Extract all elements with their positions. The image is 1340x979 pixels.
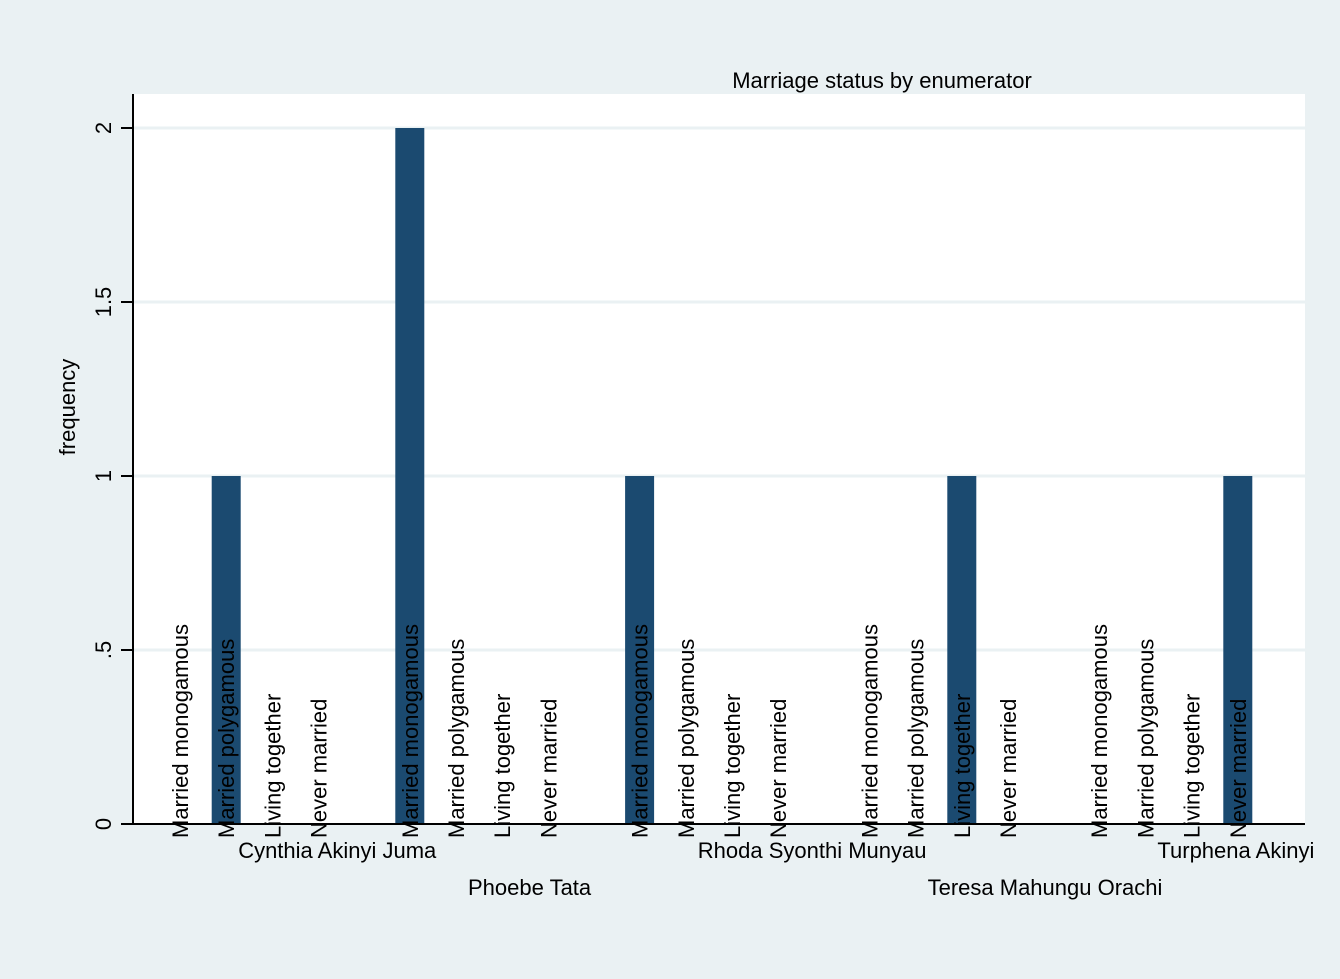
y-tick-label: 0 <box>91 818 116 830</box>
category-label: Married polygamous <box>674 639 699 838</box>
group-label: Phoebe Tata <box>468 875 592 900</box>
y-tick-label: 1 <box>91 470 116 482</box>
y-tick-label: 1.5 <box>91 287 116 318</box>
y-axis: 0 .5 1 1.5 2 <box>91 94 1305 830</box>
category-label: Married monogamous <box>398 624 423 838</box>
category-label: Living together <box>260 694 285 838</box>
group-label: Turphena Akinyi <box>1157 838 1314 863</box>
category-label: Living together <box>1180 694 1205 838</box>
category-label: Married monogamous <box>1087 624 1112 838</box>
category-label: Never married <box>1226 699 1251 838</box>
grid-lines <box>133 126 1305 652</box>
group-label: Rhoda Syonthi Munyau <box>698 838 927 863</box>
category-label: Living together <box>950 694 975 838</box>
category-label: Living together <box>490 694 515 838</box>
category-label: Married polygamous <box>214 639 239 838</box>
y-axis-label: frequency <box>55 359 80 456</box>
category-label: Never married <box>996 699 1021 838</box>
category-label: Never married <box>766 699 791 838</box>
y-tick-label: .5 <box>91 641 116 659</box>
plot-area <box>133 94 1305 825</box>
y-tick-label: 2 <box>91 122 116 134</box>
chart-title: Marriage status by enumerator <box>732 68 1032 93</box>
category-label: Married polygamous <box>1133 639 1158 838</box>
bar <box>625 476 655 824</box>
group-labels: Cynthia Akinyi Juma Phoebe Tata Rhoda Syon… <box>238 838 1314 900</box>
category-label: Married monogamous <box>628 624 653 838</box>
category-label: Married monogamous <box>857 624 882 838</box>
group-label: Teresa Mahungu Orachi <box>928 875 1163 900</box>
category-label: Married polygamous <box>444 639 469 838</box>
bar <box>1223 476 1253 824</box>
bars <box>211 128 1253 824</box>
bar <box>947 476 977 824</box>
bar <box>395 128 425 824</box>
category-label: Living together <box>720 694 745 838</box>
category-label: Never married <box>536 699 561 838</box>
category-label: Married monogamous <box>168 624 193 838</box>
category-label: Never married <box>307 699 332 838</box>
bar <box>211 476 241 824</box>
category-label: Married polygamous <box>904 639 929 838</box>
group-label: Cynthia Akinyi Juma <box>238 838 437 863</box>
category-labels: Married monogamous Married polygamous Livi… <box>168 624 1251 838</box>
